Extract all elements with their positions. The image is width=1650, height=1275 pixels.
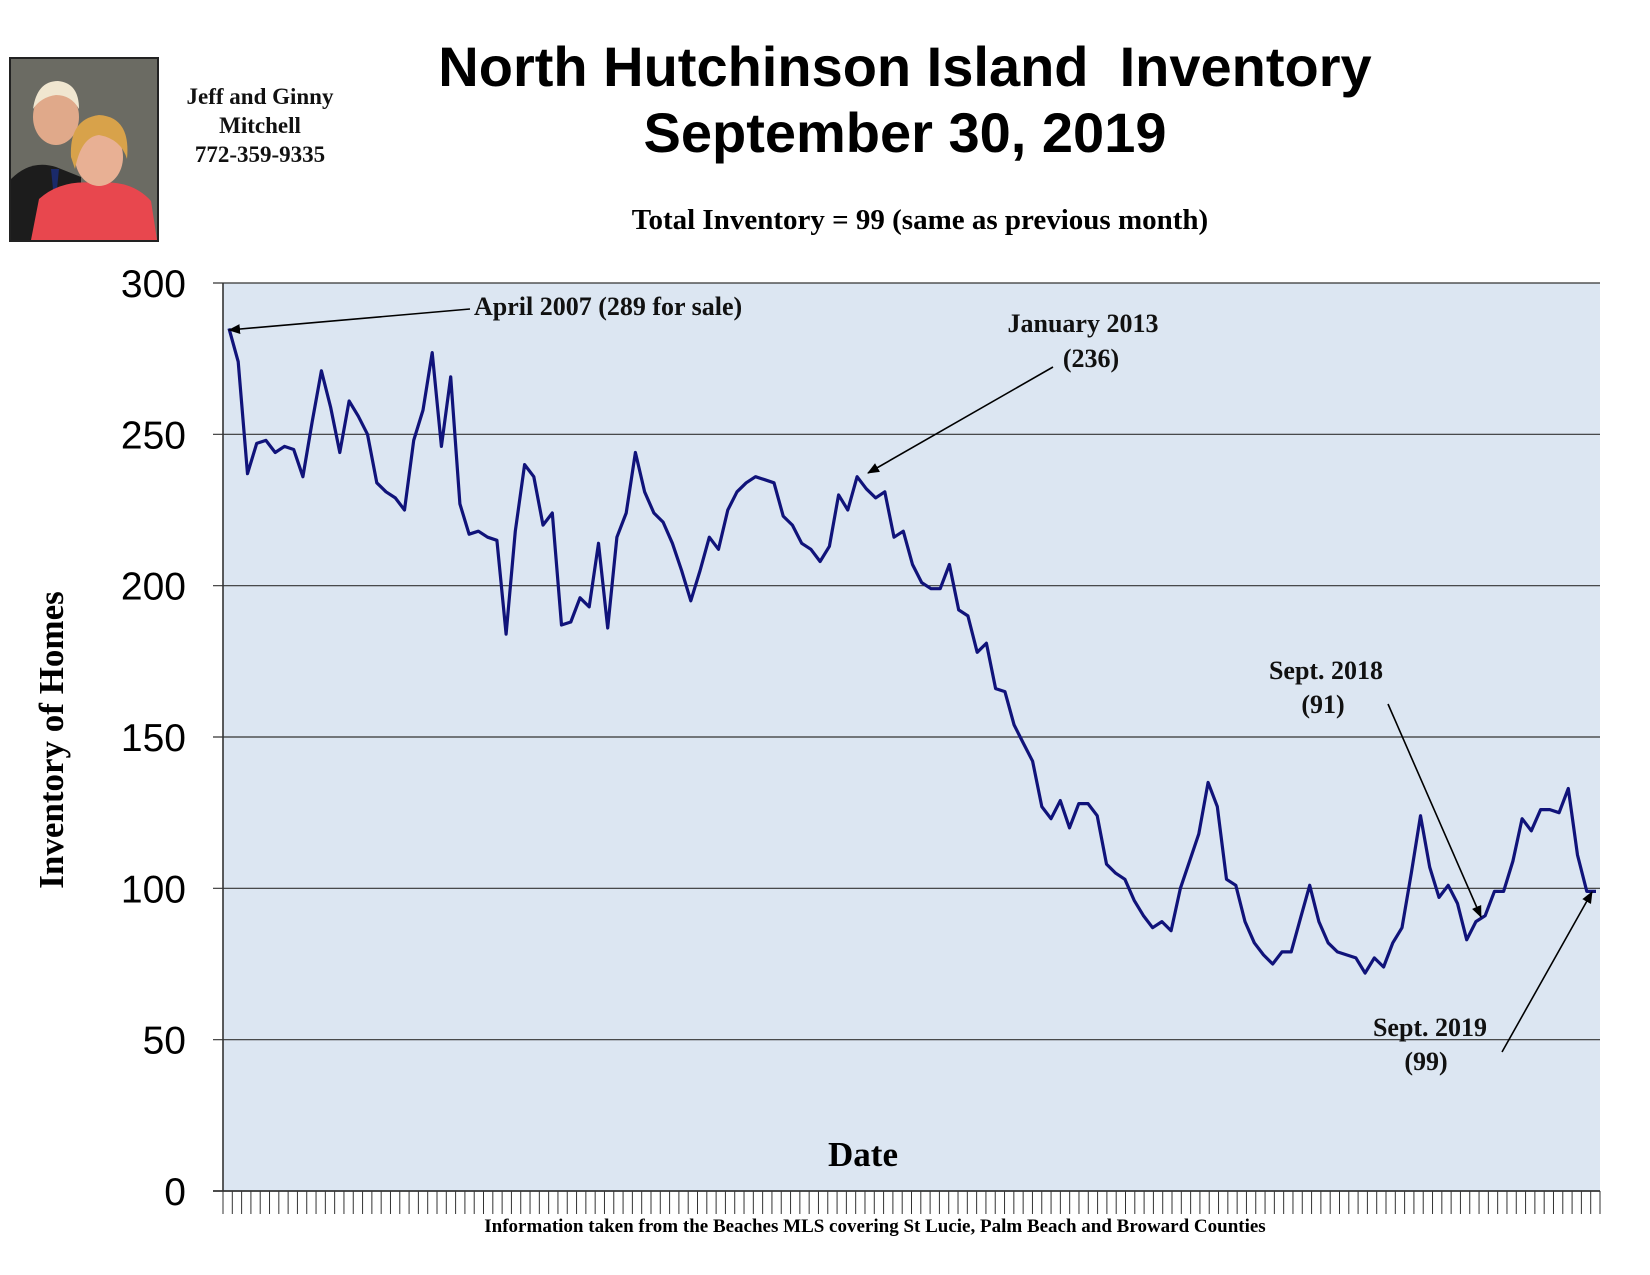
annotation-sept-2018-value: (91)	[1301, 690, 1344, 719]
y-tick-label: 50	[143, 1020, 186, 1063]
agent-photo	[9, 57, 159, 242]
y-axis-label: Inventory of Homes	[32, 591, 71, 888]
chart-title-line1: North Hutchinson Island Inventory	[438, 35, 1372, 98]
agent-phone: 772-359-9335	[194, 142, 326, 167]
chart-title: North Hutchinson Island Inventory Septem…	[360, 34, 1450, 166]
annotation-january-2013-value: (236)	[1063, 344, 1119, 373]
annotation-sept-2019: Sept. 2019	[1373, 1013, 1487, 1042]
annotation-sept-2019-arrow	[1501, 891, 1593, 1053]
annotation-january-2013-arrow	[867, 366, 1054, 474]
agent-names: Jeff and Ginny	[186, 84, 334, 109]
annotation-april-2007: April 2007 (289 for sale)	[474, 292, 742, 321]
chart-subtitle: Total Inventory = 99 (same as previous m…	[631, 204, 1209, 236]
agent-surname: Mitchell	[219, 113, 301, 138]
grid-lines	[213, 282, 1600, 1192]
agent-photo-image	[11, 59, 157, 240]
y-tick-label: 100	[121, 868, 186, 911]
annotation-sept-2018: Sept. 2018	[1269, 656, 1383, 685]
agent-contact: Jeff and Ginny Mitchell 772-359-9335	[165, 82, 355, 169]
annotation-january-2013: January 2013	[1008, 309, 1159, 338]
y-tick-label: 150	[121, 717, 186, 760]
annotation-april-2007-arrow	[228, 308, 471, 335]
inventory-series-line	[227, 327, 1596, 975]
y-tick-label: 300	[121, 263, 186, 306]
y-tick-label: 250	[121, 414, 186, 457]
y-tick-label: 200	[121, 566, 186, 609]
y-tick-label: 0	[164, 1171, 186, 1214]
chart-title-line2: September 30, 2019	[643, 101, 1167, 164]
x-axis-label: Date	[828, 1135, 898, 1174]
y-axis-ticks: 0 50 100 150 200 250 300	[121, 263, 186, 1214]
annotation-sept-2018-arrow	[1387, 703, 1482, 918]
source-note: Information taken from the Beaches MLS c…	[484, 1216, 1266, 1237]
x-axis-ticks	[222, 1191, 1601, 1214]
annotation-sept-2019-value: (99)	[1404, 1047, 1447, 1076]
